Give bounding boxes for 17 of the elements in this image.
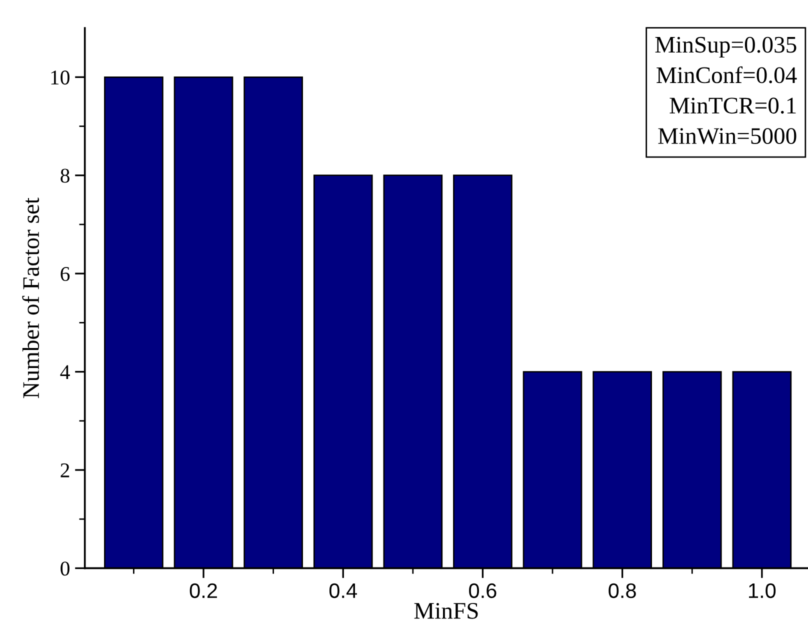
annotation: MinTCR=0.1	[670, 98, 796, 114]
y-tick-label: 10	[51, 70, 70, 85]
y-tick-label: 4	[60, 365, 70, 380]
annotation: MinSup=0.035	[655, 36, 796, 58]
annotation: MinConf=0.04	[656, 66, 797, 84]
x-tick-label: 0.8	[608, 583, 636, 598]
x-tick-label: 0.6	[469, 583, 496, 598]
x-tick-label: 0.2	[190, 583, 217, 598]
y-tick-label: 0	[60, 562, 70, 576]
annotation: MinWin=5000	[658, 128, 796, 144]
x-axis-title: MinFS	[414, 602, 478, 619]
x-tick-label: 0.4	[329, 583, 357, 598]
x-tick-label: 1.0	[749, 583, 776, 598]
y-tick-label: 2	[60, 463, 70, 478]
y-tick-label: 8	[60, 168, 70, 183]
y-axis-title: Number of Factor set	[22, 198, 40, 398]
y-tick-label: 6	[60, 266, 70, 281]
